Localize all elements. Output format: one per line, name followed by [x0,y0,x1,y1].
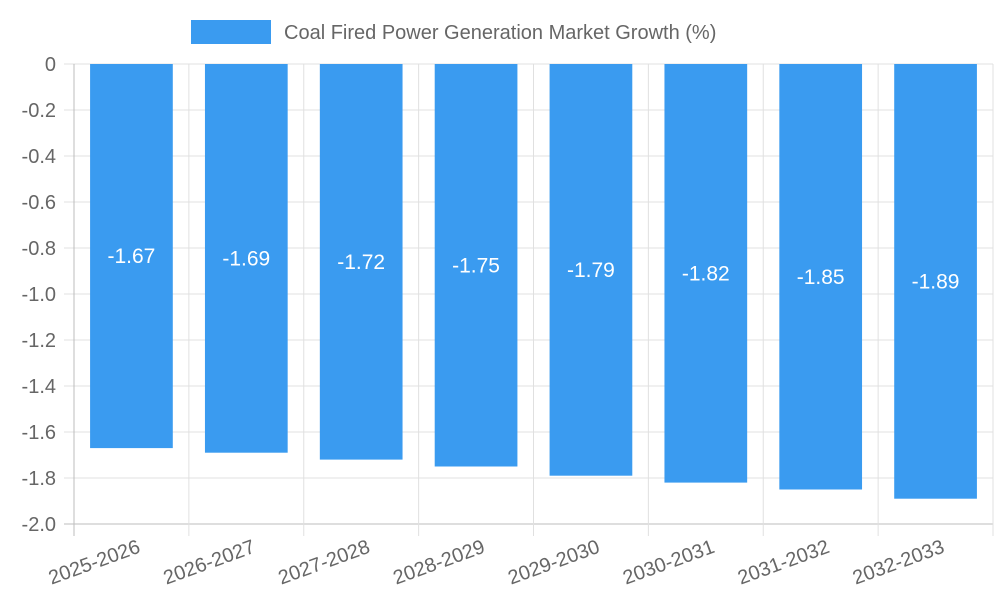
legend-label: Coal Fired Power Generation Market Growt… [284,22,716,44]
bar [664,64,748,483]
bar [779,64,863,490]
bar-data-label: -1.89 [912,270,960,293]
bar-data-label: -1.79 [567,259,615,282]
x-tick-label: 2031-2032 [735,536,832,589]
bar [894,64,977,499]
x-tick-label: 2026-2027 [161,536,258,589]
bar [434,64,518,467]
bars [90,64,977,499]
x-tick-label: 2029-2030 [505,536,602,589]
bar-data-label: -1.67 [108,245,156,268]
bar-data-label: -1.75 [452,254,500,277]
x-tick-label: 2032-2033 [850,536,947,589]
legend: Coal Fired Power Generation Market Growt… [191,20,716,44]
y-tick-label: -0.8 [22,238,56,260]
bar-data-label: -1.82 [682,262,730,285]
x-tick-label: 2030-2031 [620,536,717,589]
bar [90,64,173,449]
y-axis-labels: 0 -0.2 -0.4 -0.6 -0.8 -1.0 -1.2 -1.4 -1.6 -1.8 -2.… [22,54,56,536]
bar-data-label: -1.85 [797,266,845,289]
y-tick-label: 0 [45,54,56,76]
y-tick-label: -2.0 [22,514,56,536]
bar [204,64,288,453]
bar-labels: -1.67 -1.69 -1.72 -1.75 -1.79 -1.82 -1.85 -1.89 [108,245,960,293]
bar [319,64,403,460]
x-tick-label: 2025-2026 [46,536,143,589]
bar-data-label: -1.72 [337,251,385,274]
legend-swatch [191,20,271,44]
y-tick-label: -0.4 [22,146,56,168]
y-tick-label: -1.2 [22,330,56,352]
x-axis-labels: 2025-2026 2026-2027 2027-2028 2028-2029 2029… [46,536,948,589]
x-tick-label: 2027-2028 [275,536,372,589]
y-tick-label: -1.4 [22,376,56,398]
x-tick-label: 2028-2029 [390,536,487,589]
y-tick-label: -1.8 [22,468,56,490]
y-tick-label: -1.6 [22,422,56,444]
bar-data-label: -1.69 [222,247,270,270]
bar [549,64,633,476]
y-tick-label: -0.6 [22,192,56,214]
y-tick-label: -0.2 [22,100,56,122]
y-tick-label: -1.0 [22,284,56,306]
